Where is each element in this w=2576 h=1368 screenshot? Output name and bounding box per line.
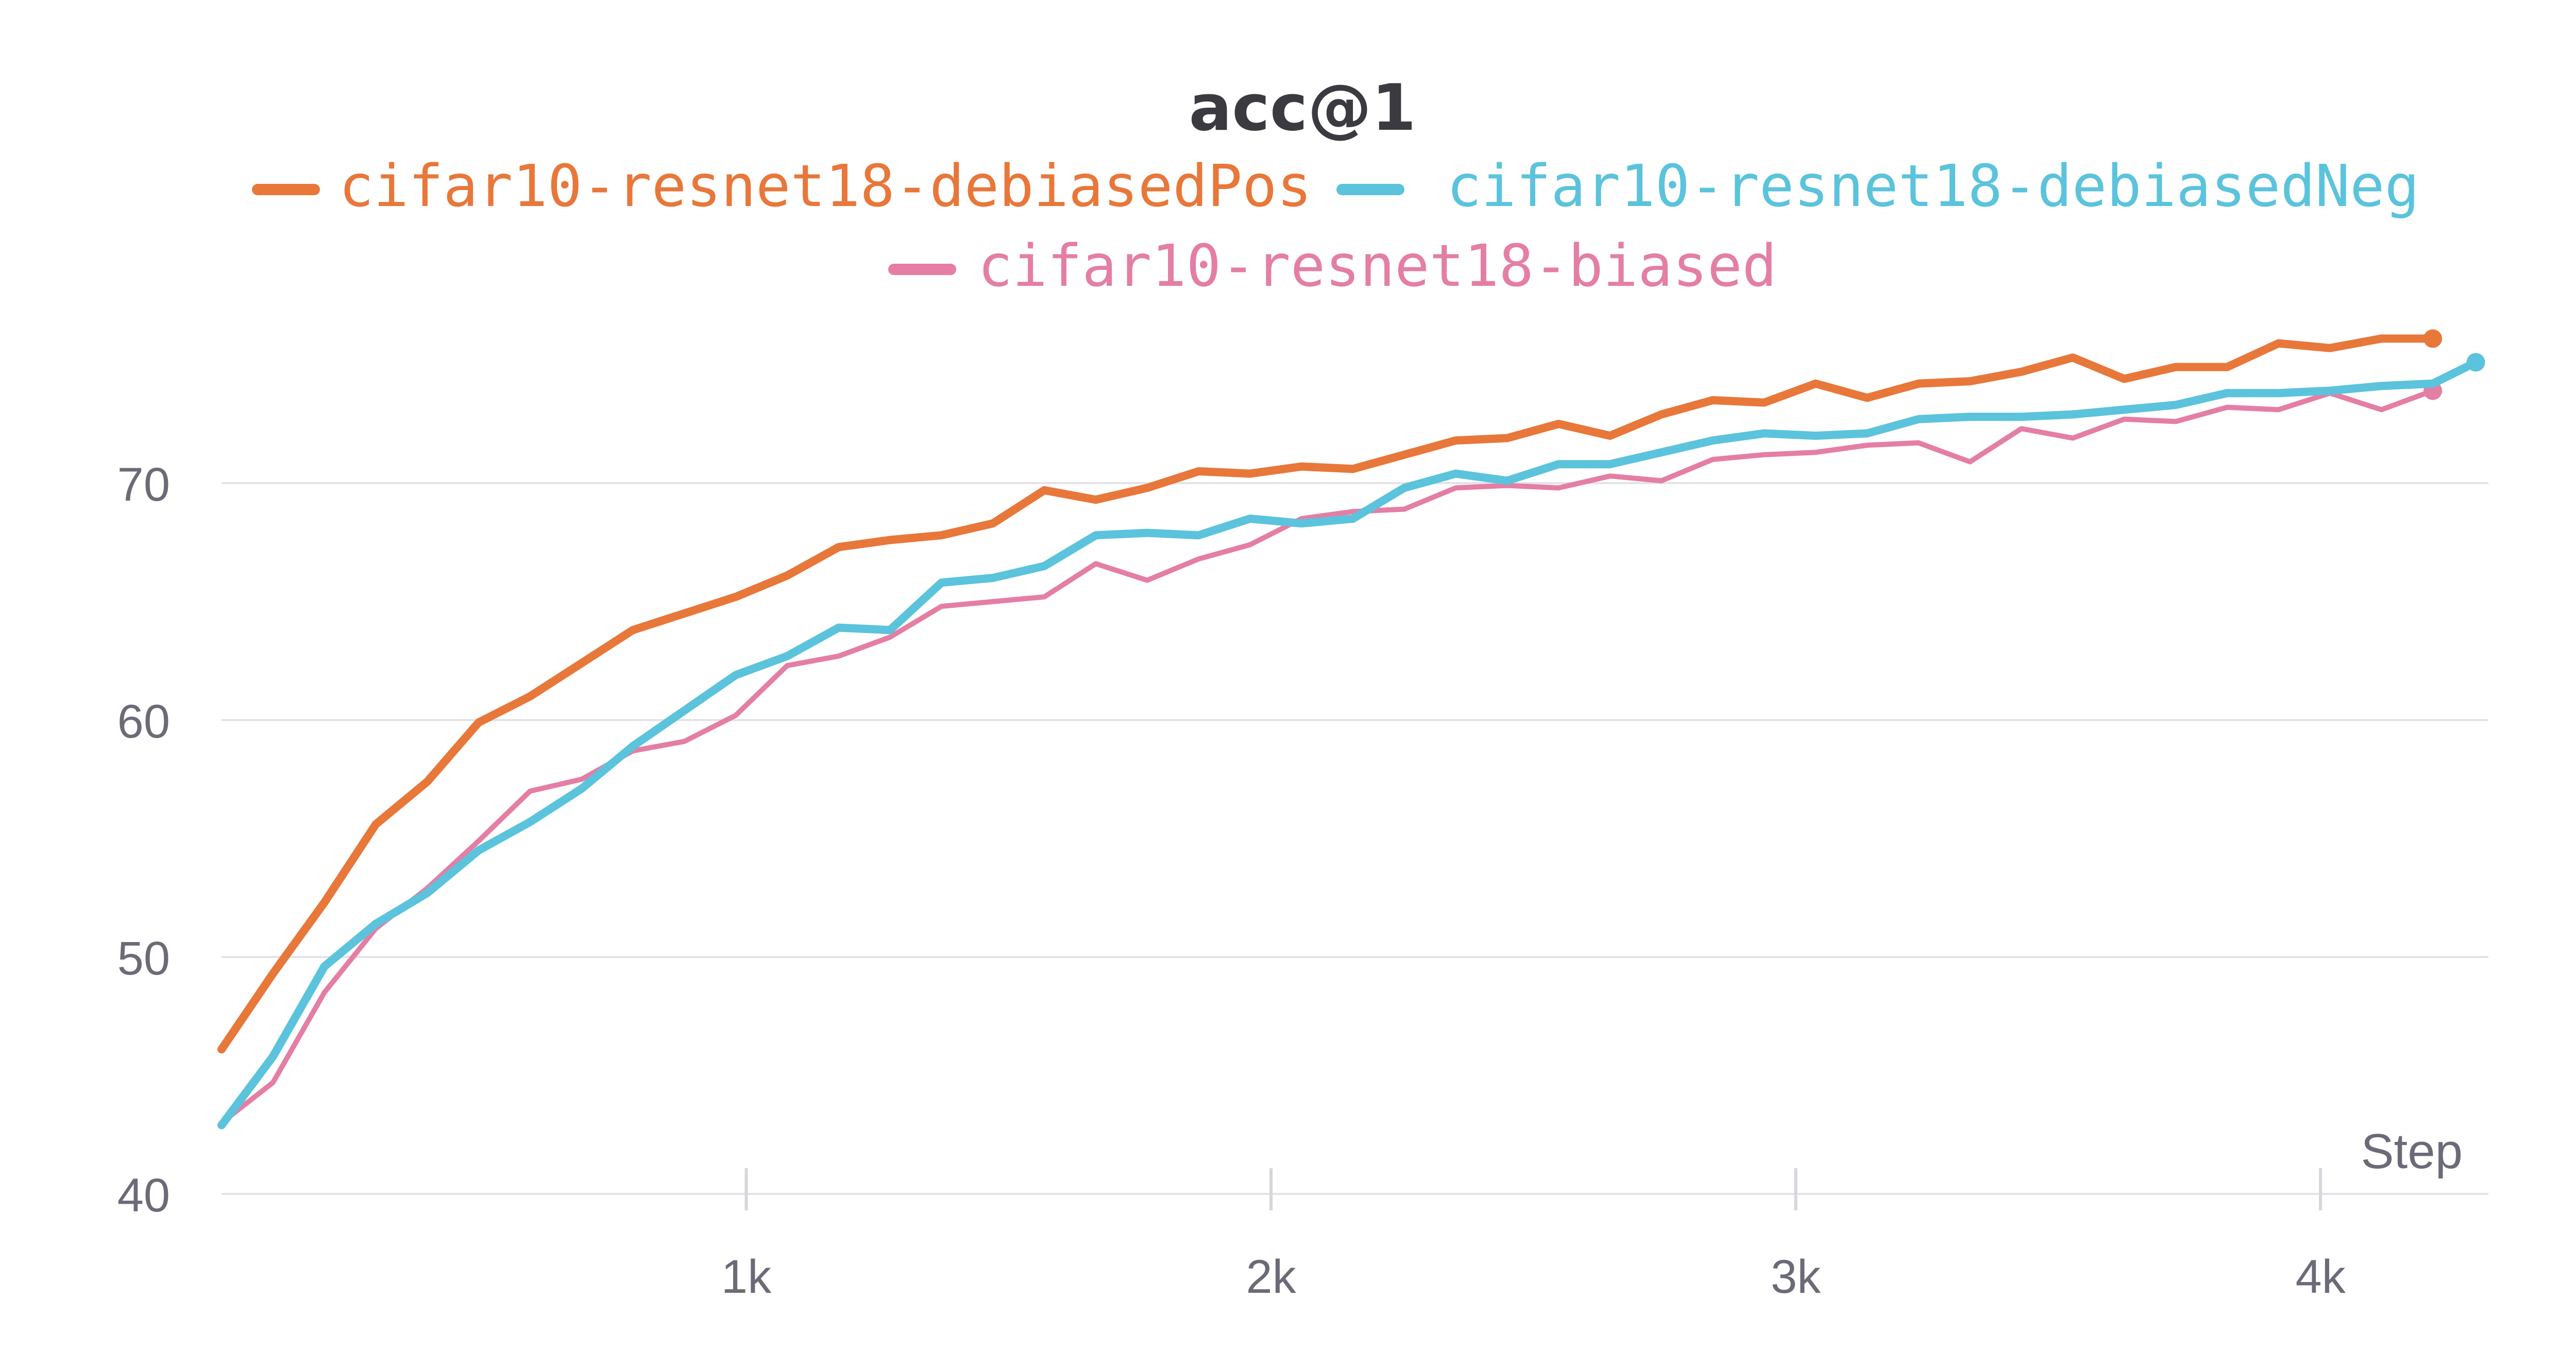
legend[interactable]: cifar10-resnet18-debiasedPos cifar10-resn… — [252, 153, 2419, 300]
legend-label: cifar10-resnet18-debiasedNeg — [1447, 153, 2419, 220]
y-tick-label: 70 — [117, 458, 170, 511]
x-tick-label: 4k — [2295, 1251, 2346, 1303]
series-line — [217, 358, 2480, 1130]
x-tick-label: 1k — [721, 1251, 772, 1303]
legend-item[interactable]: cifar10-resnet18-biased — [888, 233, 1777, 300]
series-endpoint — [2424, 329, 2443, 348]
legend-item[interactable]: cifar10-resnet18-debiasedPos — [252, 153, 1312, 220]
x-tick-label: 3k — [1771, 1251, 1821, 1303]
series-line — [217, 334, 2437, 1054]
chart-title: acc@1 — [1189, 71, 1416, 145]
y-tick-label: 50 — [117, 932, 170, 985]
series-endpoint — [2466, 353, 2485, 372]
legend-label: cifar10-resnet18-biased — [978, 233, 1777, 300]
y-tick-label: 40 — [117, 1169, 170, 1222]
x-tick-label: 2k — [1246, 1251, 1296, 1303]
y-tick-label: 60 — [117, 695, 170, 748]
gridlines — [222, 482, 2488, 1195]
series-lines — [217, 329, 2485, 1130]
x-axis: 1k 2k 3k 4k — [721, 1168, 2346, 1303]
series-line — [219, 388, 2435, 1125]
y-axis: 40 50 60 70 — [117, 458, 170, 1222]
legend-label: cifar10-resnet18-debiasedPos — [339, 153, 1312, 220]
x-axis-title: Step — [2361, 1124, 2463, 1179]
legend-item[interactable]: cifar10-resnet18-debiasedNeg — [1336, 153, 2419, 220]
